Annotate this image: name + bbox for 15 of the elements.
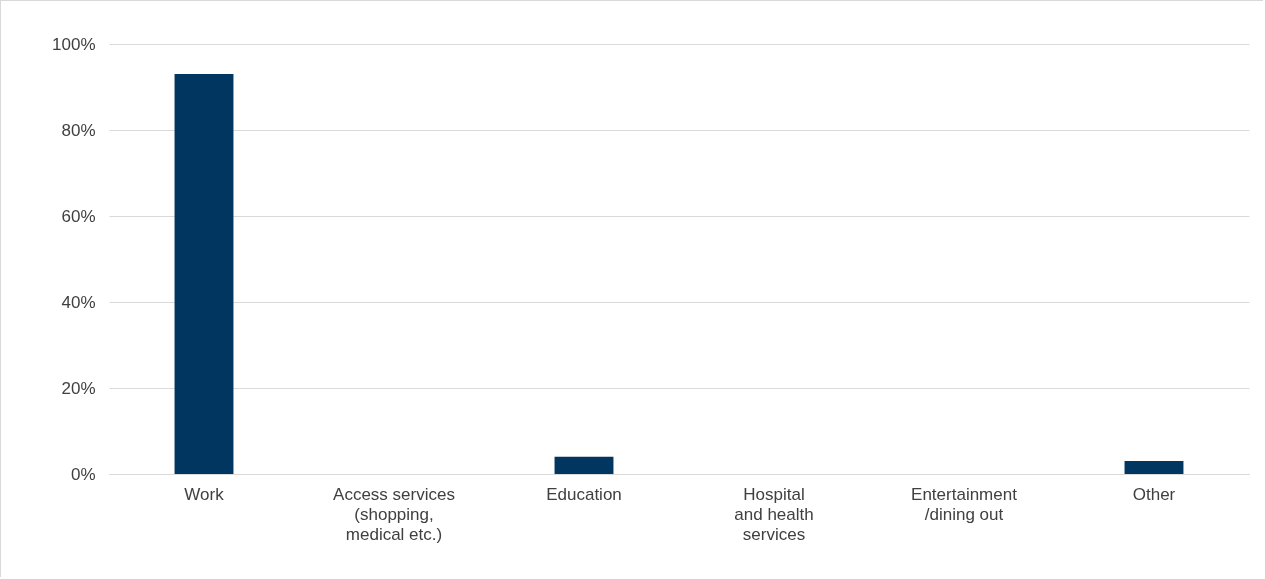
y-tick-label: 80% (61, 120, 96, 140)
x-tick-label: Education (546, 484, 622, 504)
x-tick-label: Entertainment /dining out (911, 484, 1018, 524)
bar (174, 74, 234, 474)
x-tick-label: Work (184, 484, 225, 504)
y-tick-label: 60% (61, 206, 96, 226)
y-tick-label: 100% (52, 34, 96, 54)
x-tick-label: Other (1132, 484, 1176, 504)
y-tick-label: 40% (61, 292, 96, 312)
x-tick-label: Access services (shopping, medical etc.) (333, 484, 455, 544)
y-tick-label: 20% (61, 378, 96, 398)
y-tick-label: 0% (70, 464, 96, 484)
bar (1124, 461, 1184, 474)
bar (554, 456, 614, 474)
x-tick-label: Hospital and health services (734, 484, 814, 544)
